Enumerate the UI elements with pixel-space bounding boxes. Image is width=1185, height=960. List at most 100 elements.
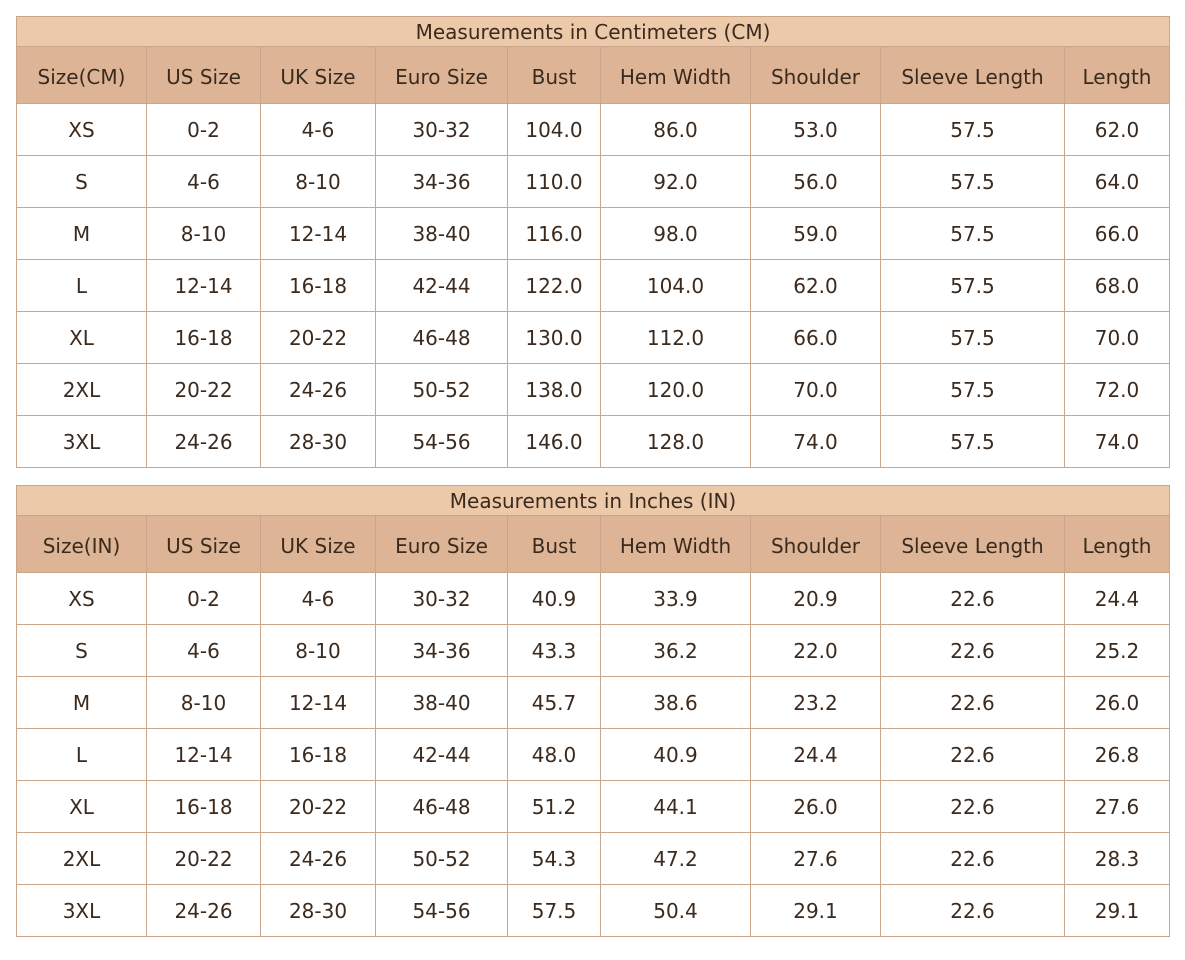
table-cell: 50-52 xyxy=(375,363,508,416)
table-cell: 20.9 xyxy=(750,572,881,625)
table-cell: 34-36 xyxy=(375,155,508,208)
table-cell: 28.3 xyxy=(1064,832,1170,885)
table-cell: 74.0 xyxy=(750,415,881,468)
table-cell: 40.9 xyxy=(600,728,751,781)
table-cell: 4-6 xyxy=(146,155,261,208)
table-cell: 24.4 xyxy=(750,728,881,781)
table-cell: 0-2 xyxy=(146,103,261,156)
table-cell: 26.8 xyxy=(1064,728,1170,781)
table-cell: 112.0 xyxy=(600,311,751,364)
table-cell: 22.6 xyxy=(880,676,1065,729)
table-cell: 24.4 xyxy=(1064,572,1170,625)
column-header: Sleeve Length xyxy=(880,46,1065,104)
size-table: Measurements in Inches (IN) Size(IN) US Si… xyxy=(16,485,1170,937)
table-cell: 57.5 xyxy=(880,103,1065,156)
table-cell: 12-14 xyxy=(260,676,376,729)
column-header: Length xyxy=(1064,515,1170,573)
column-header: Hem Width xyxy=(600,46,751,104)
table-title: Measurements in Centimeters (CM) xyxy=(16,16,1170,47)
table-cell: 16-18 xyxy=(260,728,376,781)
table-cell: 4-6 xyxy=(146,624,261,677)
table-cell: 0-2 xyxy=(146,572,261,625)
table-cell: 57.5 xyxy=(507,884,601,937)
table-cell: 86.0 xyxy=(600,103,751,156)
table-cell: 29.1 xyxy=(750,884,881,937)
table-cell: 70.0 xyxy=(1064,311,1170,364)
table-cell: 116.0 xyxy=(507,207,601,260)
table-cell: 50.4 xyxy=(600,884,751,937)
table-cell: 22.6 xyxy=(880,832,1065,885)
table-cell: 12-14 xyxy=(146,728,261,781)
table-cell: XS xyxy=(16,103,147,156)
table-cell: 57.5 xyxy=(880,363,1065,416)
table-cell: 44.1 xyxy=(600,780,751,833)
table-cell: 23.2 xyxy=(750,676,881,729)
table-cell: 64.0 xyxy=(1064,155,1170,208)
table-cell: 3XL xyxy=(16,884,147,937)
column-header: UK Size xyxy=(260,515,376,573)
table-cell: 29.1 xyxy=(1064,884,1170,937)
column-header: Size(CM) xyxy=(16,46,147,104)
table-cell: 8-10 xyxy=(146,676,261,729)
table-cell: 122.0 xyxy=(507,259,601,312)
table-cell: 92.0 xyxy=(600,155,751,208)
table-cell: 24-26 xyxy=(146,415,261,468)
table-cell: 26.0 xyxy=(750,780,881,833)
table-cell: XL xyxy=(16,311,147,364)
table-cell: 22.0 xyxy=(750,624,881,677)
table-cell: 38-40 xyxy=(375,207,508,260)
table-cell: 42-44 xyxy=(375,728,508,781)
table-cell: 24-26 xyxy=(146,884,261,937)
table-cell: L xyxy=(16,728,147,781)
table-cell: 12-14 xyxy=(260,207,376,260)
table-cell: 110.0 xyxy=(507,155,601,208)
table-cell: M xyxy=(16,676,147,729)
size-table: Measurements in Centimeters (CM) Size(CM)… xyxy=(16,16,1170,468)
table-cell: 8-10 xyxy=(260,155,376,208)
table-cell: 8-10 xyxy=(146,207,261,260)
table-cell: 36.2 xyxy=(600,624,751,677)
table-cell: 22.6 xyxy=(880,780,1065,833)
table-cell: 45.7 xyxy=(507,676,601,729)
table-cell: 30-32 xyxy=(375,572,508,625)
table-cell: 27.6 xyxy=(750,832,881,885)
table-cell: 40.9 xyxy=(507,572,601,625)
table-cell: 130.0 xyxy=(507,311,601,364)
table-cell: L xyxy=(16,259,147,312)
column-header: Shoulder xyxy=(750,46,881,104)
table-cell: 30-32 xyxy=(375,103,508,156)
column-header: Shoulder xyxy=(750,515,881,573)
table-cell: 2XL xyxy=(16,832,147,885)
column-header: Size(IN) xyxy=(16,515,147,573)
table-cell: 20-22 xyxy=(146,832,261,885)
table-cell: 48.0 xyxy=(507,728,601,781)
table-title: Measurements in Inches (IN) xyxy=(16,485,1170,516)
table-cell: 62.0 xyxy=(1064,103,1170,156)
table-cell: 74.0 xyxy=(1064,415,1170,468)
table-cell: 104.0 xyxy=(507,103,601,156)
table-cell: 70.0 xyxy=(750,363,881,416)
table-cell: 22.6 xyxy=(880,624,1065,677)
table-cell: 57.5 xyxy=(880,207,1065,260)
table-cell: 24-26 xyxy=(260,363,376,416)
table-cell: 120.0 xyxy=(600,363,751,416)
table-cell: 47.2 xyxy=(600,832,751,885)
table-cell: 98.0 xyxy=(600,207,751,260)
table-cell: 42-44 xyxy=(375,259,508,312)
table-cell: 20-22 xyxy=(260,780,376,833)
table-cell: 57.5 xyxy=(880,259,1065,312)
table-cell: 46-48 xyxy=(375,780,508,833)
table-cell: 38-40 xyxy=(375,676,508,729)
table-cell: 59.0 xyxy=(750,207,881,260)
table-cell: M xyxy=(16,207,147,260)
table-cell: 4-6 xyxy=(260,572,376,625)
column-header: Hem Width xyxy=(600,515,751,573)
table-cell: S xyxy=(16,624,147,677)
table-cell: 138.0 xyxy=(507,363,601,416)
table-cell: 57.5 xyxy=(880,311,1065,364)
table-cell: 53.0 xyxy=(750,103,881,156)
table-cell: 16-18 xyxy=(146,311,261,364)
table-cell: 22.6 xyxy=(880,572,1065,625)
table-cell: 66.0 xyxy=(750,311,881,364)
table-cell: 28-30 xyxy=(260,415,376,468)
